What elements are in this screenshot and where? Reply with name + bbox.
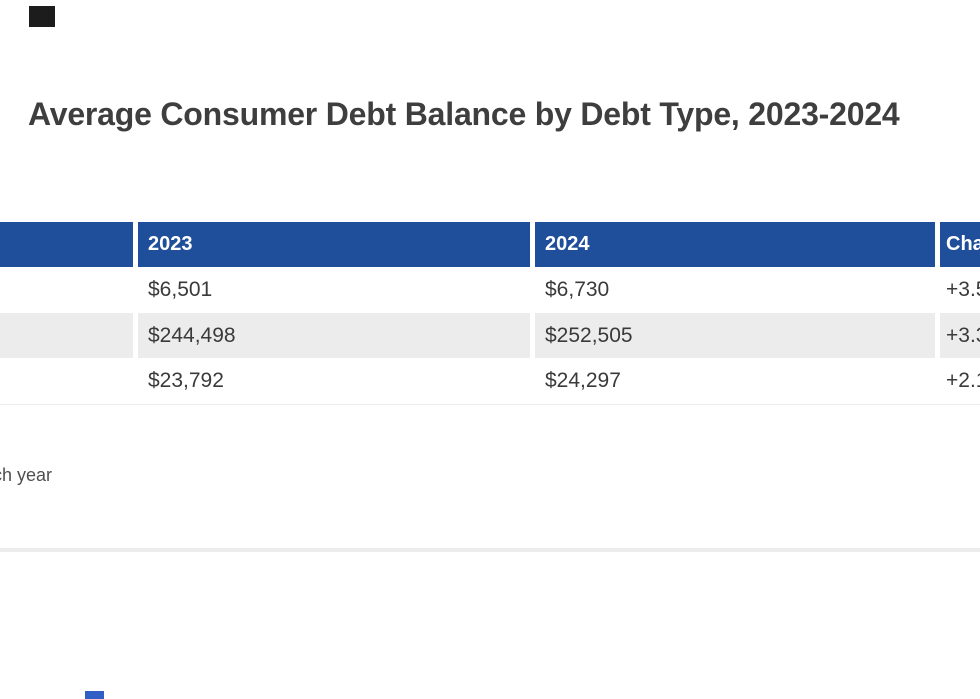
header-cell-debt-type [0, 222, 133, 267]
cell-label [0, 358, 133, 404]
source-note: each year [0, 465, 53, 485]
section-divider [0, 548, 980, 552]
table-row: $23,792 $24,297 +2.1% [0, 358, 980, 405]
header-cell-2024: 2024 [535, 222, 935, 267]
cell-2023-value: $6,501 [148, 278, 213, 301]
cell-2023-value: $244,498 [138, 313, 530, 358]
cell-2023-value: $23,792 [148, 369, 224, 392]
header-cell-2023: 2023 [138, 222, 530, 267]
cell-change-value: +3.5% [946, 278, 980, 301]
table-row: $6,501 $6,730 +3.5% [0, 267, 980, 313]
table-row: $244,498 $252,505 +3.3% [0, 313, 980, 358]
cell-label [0, 267, 133, 313]
cell-2024-value: $6,730 [545, 278, 610, 301]
table-header-row: 2023 2024 Change [0, 222, 980, 267]
page-title: Average Consumer Debt Balance by Debt Ty… [28, 96, 900, 132]
cell-change-value: +2.1% [946, 369, 980, 392]
header-cell-change: Change [940, 222, 980, 267]
cell-2024-value: $24,297 [545, 369, 621, 392]
artifact-mark-bottom [85, 691, 104, 699]
debt-table: 2023 2024 Change $6,501 $6,730 +3.5% $24… [0, 222, 980, 405]
cell-label [0, 313, 133, 358]
cell-2024-value: $252,505 [535, 313, 935, 358]
artifact-mark-top [29, 6, 55, 27]
cell-change-value: +3.3% [940, 313, 980, 358]
